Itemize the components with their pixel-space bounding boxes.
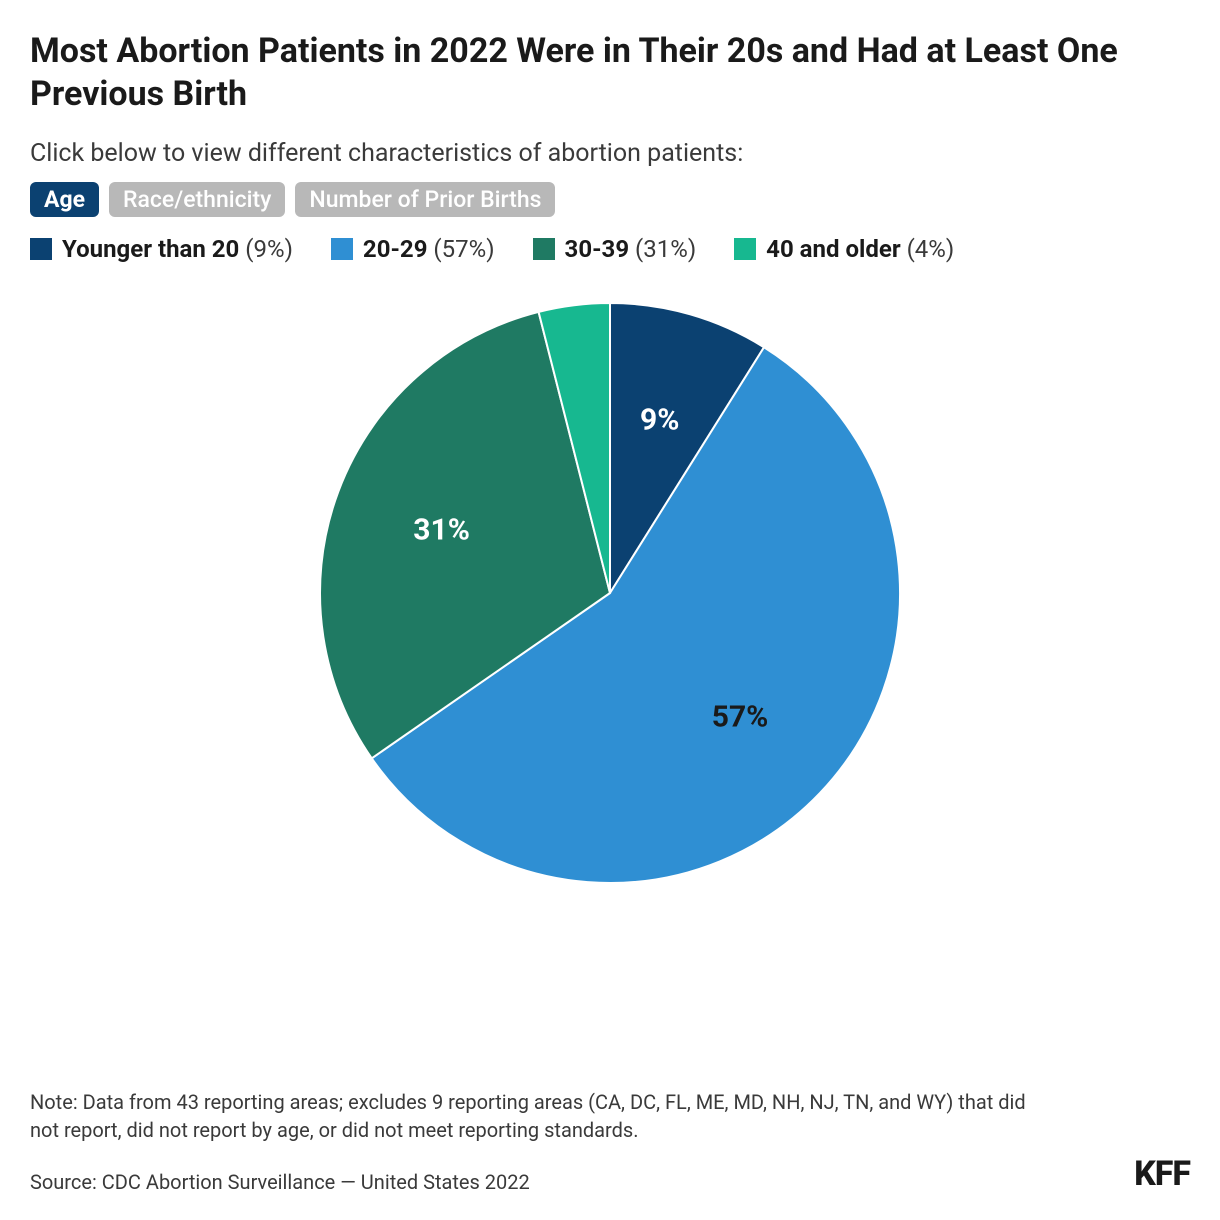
- legend-item: 30-39 (31%): [533, 235, 697, 263]
- legend-item: 20-29 (57%): [331, 235, 495, 263]
- footnote: Note: Data from 43 reporting areas; excl…: [30, 1088, 1050, 1144]
- legend-label: 20-29 (57%): [363, 235, 495, 263]
- tab-bar: Age Race/ethnicity Number of Prior Births: [30, 182, 1190, 217]
- legend-label: 30-39 (31%): [565, 235, 697, 263]
- legend-swatch: [533, 238, 555, 260]
- pie-chart: 9%57%31%: [320, 303, 900, 883]
- pie-svg: [320, 303, 900, 883]
- source-text: Source: CDC Abortion Surveillance — Unit…: [30, 1170, 530, 1194]
- tab-race-ethnicity[interactable]: Race/ethnicity: [109, 182, 285, 217]
- chart-area: 9%57%31%: [30, 303, 1190, 883]
- legend-item: 40 and older (4%): [734, 235, 954, 263]
- legend: Younger than 20 (9%) 20-29 (57%) 30-39 (31…: [30, 235, 1190, 273]
- legend-label: 40 and older (4%): [766, 235, 954, 263]
- legend-swatch: [734, 238, 756, 260]
- legend-swatch: [331, 238, 353, 260]
- tab-age[interactable]: Age: [30, 182, 99, 217]
- tab-number-of-prior-births[interactable]: Number of Prior Births: [295, 182, 555, 217]
- chart-subtitle: Click below to view different characteri…: [30, 139, 1190, 168]
- footer: Note: Data from 43 reporting areas; excl…: [30, 1088, 1190, 1194]
- legend-swatch: [30, 238, 52, 260]
- legend-item: Younger than 20 (9%): [30, 235, 293, 263]
- brand-logo: KFF: [1134, 1154, 1190, 1194]
- legend-label: Younger than 20 (9%): [62, 235, 293, 263]
- chart-title: Most Abortion Patients in 2022 Were in T…: [30, 30, 1190, 115]
